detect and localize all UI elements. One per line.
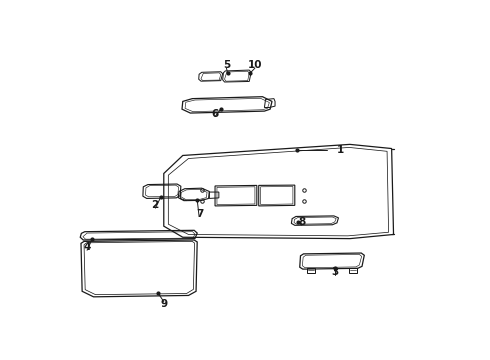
Text: 3: 3 [331, 267, 338, 277]
Text: 5: 5 [223, 60, 230, 70]
Text: 9: 9 [160, 299, 168, 309]
Text: 7: 7 [196, 209, 203, 219]
Text: 10: 10 [247, 60, 262, 70]
Text: 4: 4 [83, 242, 91, 252]
Text: 1: 1 [337, 145, 344, 155]
Text: 8: 8 [299, 217, 306, 227]
Text: 2: 2 [150, 201, 158, 210]
Text: 6: 6 [211, 109, 219, 119]
